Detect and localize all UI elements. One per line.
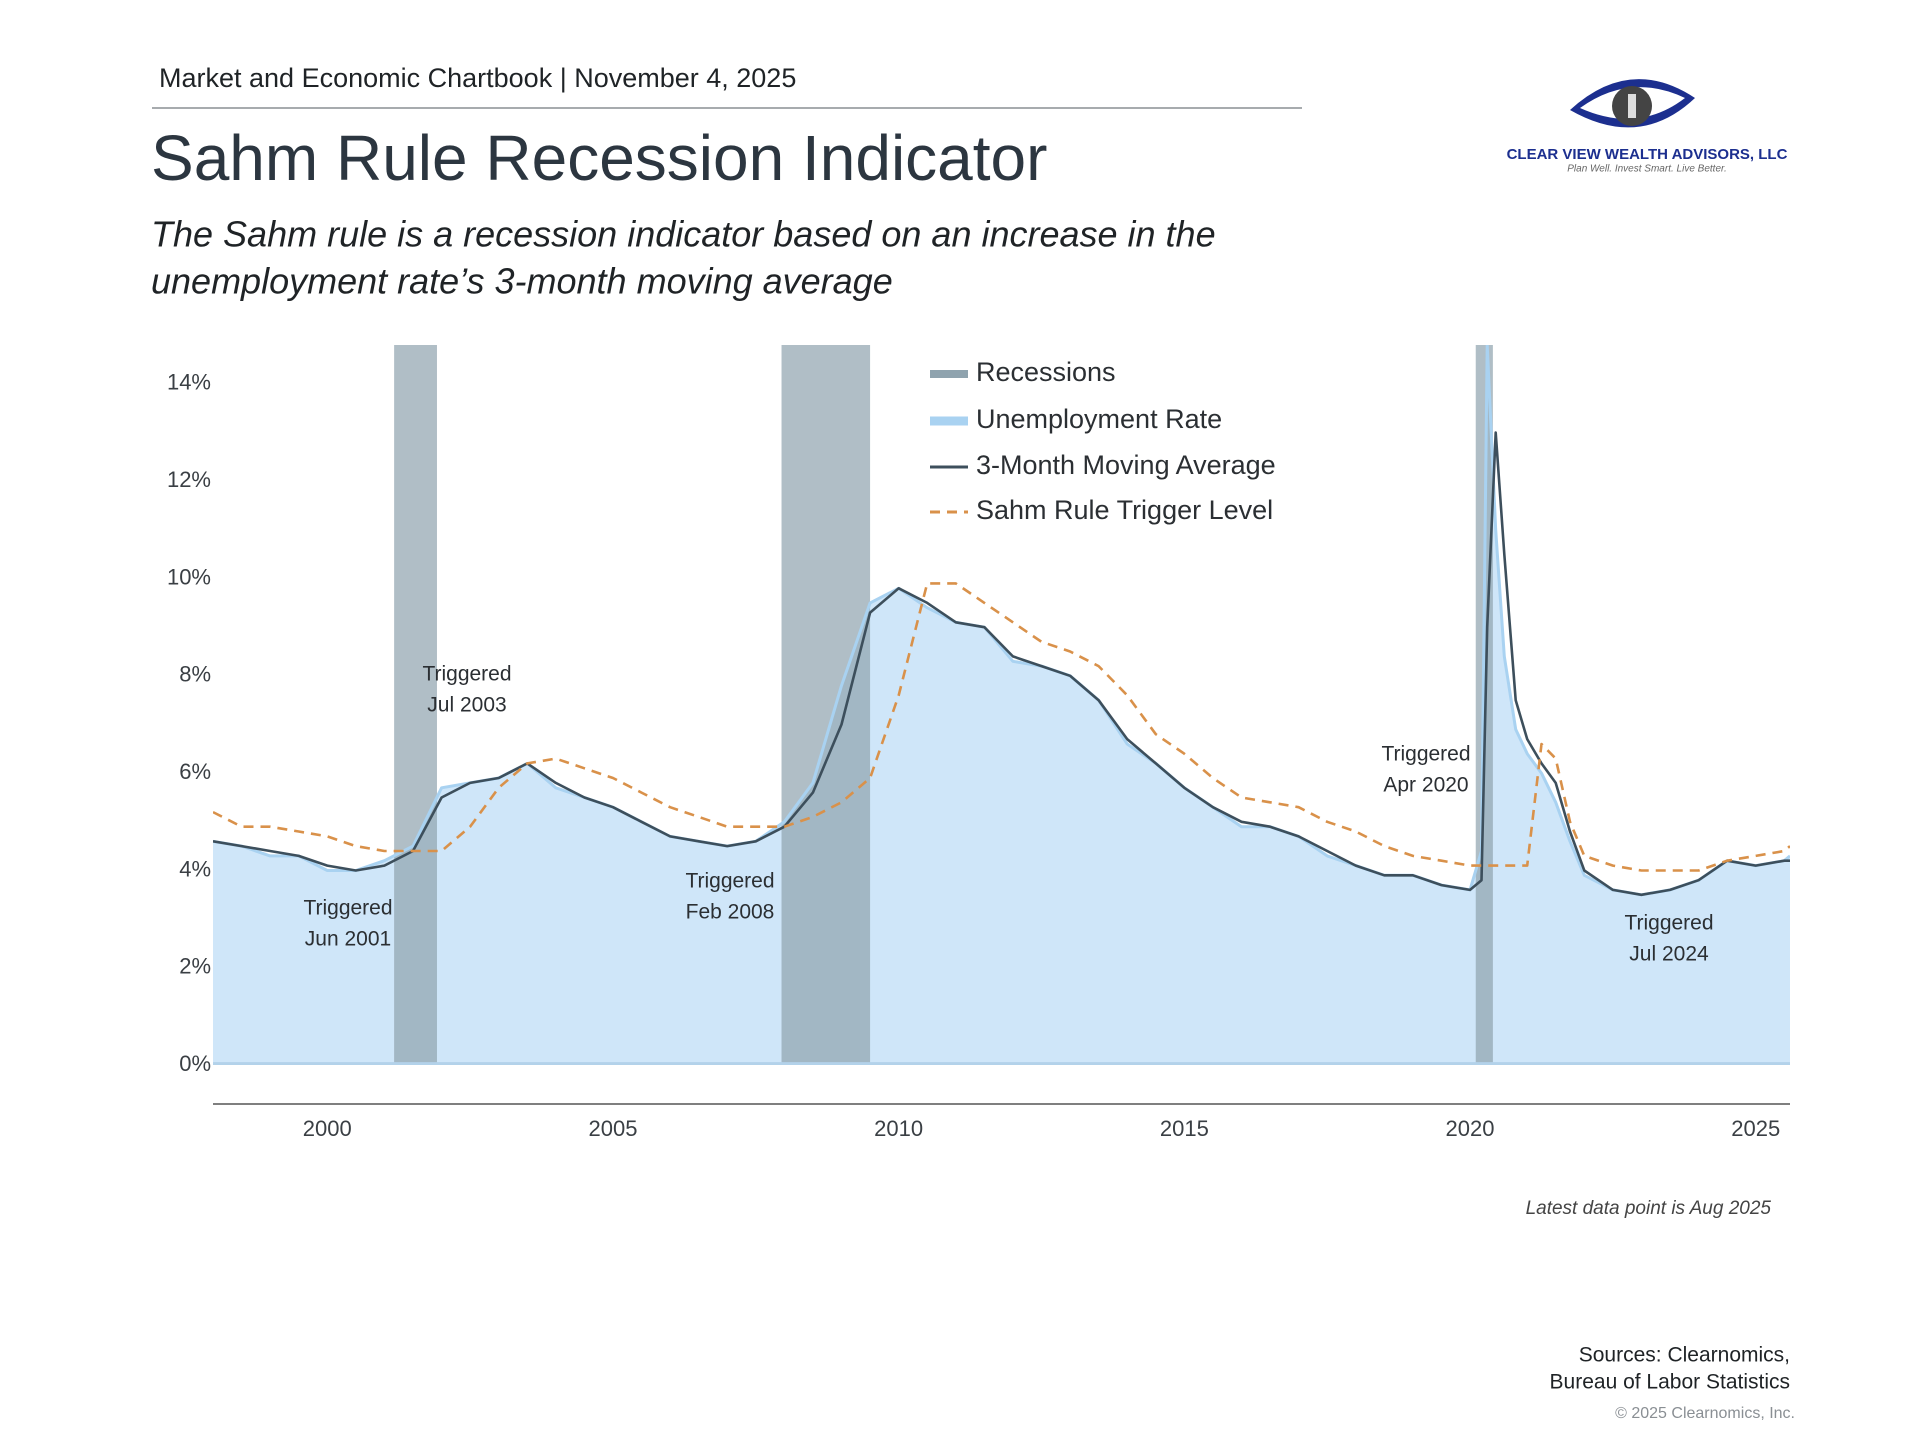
x-tick-label: 2010 <box>874 1116 923 1141</box>
annotation: Jul 2024 <box>1629 943 1709 966</box>
note: Latest data point is Aug 2025 <box>1526 1198 1772 1219</box>
subtitle: unemployment rate’s 3-month moving avera… <box>151 261 893 302</box>
logo: CLEAR VIEW WEALTH ADVISORS, LLC Plan Wel… <box>1507 79 1788 175</box>
area <box>213 345 1790 1065</box>
annotation: Triggered <box>1381 743 1470 766</box>
x-tick-label: 2000 <box>303 1116 352 1141</box>
y-tick-label: 6% <box>179 759 211 784</box>
y-tick-label: 12% <box>167 467 211 492</box>
x-tick-label: 2025 <box>1731 1116 1780 1141</box>
annotation: Jul 2003 <box>427 694 506 717</box>
header: Market and Economic Chartbook | November… <box>159 63 796 93</box>
y-tick-label: 14% <box>167 370 211 395</box>
x-tick-label: 2020 <box>1446 1116 1495 1141</box>
logo-lighthouse <box>1628 94 1636 118</box>
copyright: © 2025 Clearnomics, Inc. <box>1615 1405 1795 1422</box>
legend-label: Recessions <box>976 357 1116 387</box>
y-tick-label: 10% <box>167 564 211 589</box>
subtitle: The Sahm rule is a recession indicator b… <box>151 214 1216 255</box>
recession-band <box>394 345 437 1065</box>
logo-tagline: Plan Well. Invest Smart. Live Better. <box>1567 164 1727 175</box>
annotation: Apr 2020 <box>1383 774 1468 797</box>
series-line <box>213 431 1790 897</box>
x-tick-label: 2015 <box>1160 1116 1209 1141</box>
y-tick-label: 2% <box>179 954 211 979</box>
chart-title: Sahm Rule Recession Indicator <box>151 122 1047 194</box>
x-tick-label: 2005 <box>588 1116 637 1141</box>
annotation: Triggered <box>1624 912 1713 935</box>
y-tick-label: 4% <box>179 856 211 881</box>
y-tick-label: 8% <box>179 662 211 687</box>
series-line <box>213 582 1790 872</box>
annotation: Feb 2008 <box>686 901 775 924</box>
logo-name: CLEAR VIEW WEALTH ADVISORS, LLC <box>1507 146 1788 163</box>
annotation: Triggered <box>422 663 511 686</box>
legend-label: 3-Month Moving Average <box>976 450 1276 480</box>
plot-area <box>213 345 1790 1065</box>
legend-label: Sahm Rule Trigger Level <box>976 495 1273 525</box>
recession-band <box>781 345 871 1065</box>
source: Sources: Clearnomics, <box>1579 1344 1790 1367</box>
annotation: Triggered <box>303 897 392 920</box>
annotation: Jun 2001 <box>305 928 391 951</box>
y-tick-label: 0% <box>179 1051 211 1076</box>
legend-label: Unemployment Rate <box>976 404 1222 434</box>
annotation: Triggered <box>685 870 774 893</box>
source: Bureau of Labor Statistics <box>1550 1371 1790 1394</box>
